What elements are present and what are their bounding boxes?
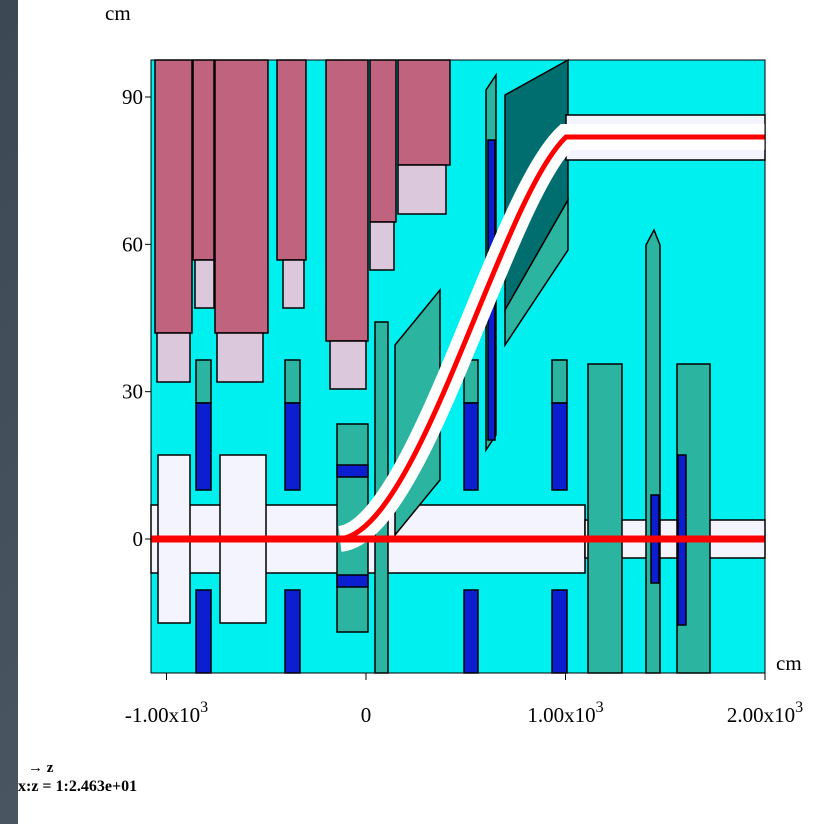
x-tick-label: 1.00x103 xyxy=(527,699,603,727)
y-tick-label: 0 xyxy=(133,527,144,551)
plot-frame xyxy=(150,59,766,674)
x-tick-base: -1.00x10 xyxy=(125,703,200,727)
axis-arrow: → z xyxy=(28,760,54,776)
x-tick-exponent: 3 xyxy=(596,699,604,716)
x-tick-base: 0 xyxy=(361,703,372,727)
x-tick-base: 1.00x10 xyxy=(527,703,595,727)
y-tick-label: 90 xyxy=(122,85,143,109)
scale-note: x:z = 1:2.463e+01 xyxy=(18,778,137,795)
x-tick-base: 2.00x10 xyxy=(727,703,795,727)
y-tick-label: 30 xyxy=(122,380,143,404)
x-unit: cm xyxy=(776,651,802,675)
axis-name: z xyxy=(47,760,54,776)
x-tick-exponent: 3 xyxy=(795,699,803,716)
detector xyxy=(150,58,766,674)
x-tick-label: -1.00x103 xyxy=(125,699,208,727)
x-tick-label: 2.00x103 xyxy=(727,699,803,727)
y-tick-label: 60 xyxy=(122,232,143,256)
stations xyxy=(195,58,766,674)
y-unit: cm xyxy=(105,1,131,25)
x-tick-exponent: 3 xyxy=(200,699,208,716)
x-tick-label: 0 xyxy=(361,703,372,727)
yokes xyxy=(156,164,447,390)
magnets xyxy=(154,59,451,342)
